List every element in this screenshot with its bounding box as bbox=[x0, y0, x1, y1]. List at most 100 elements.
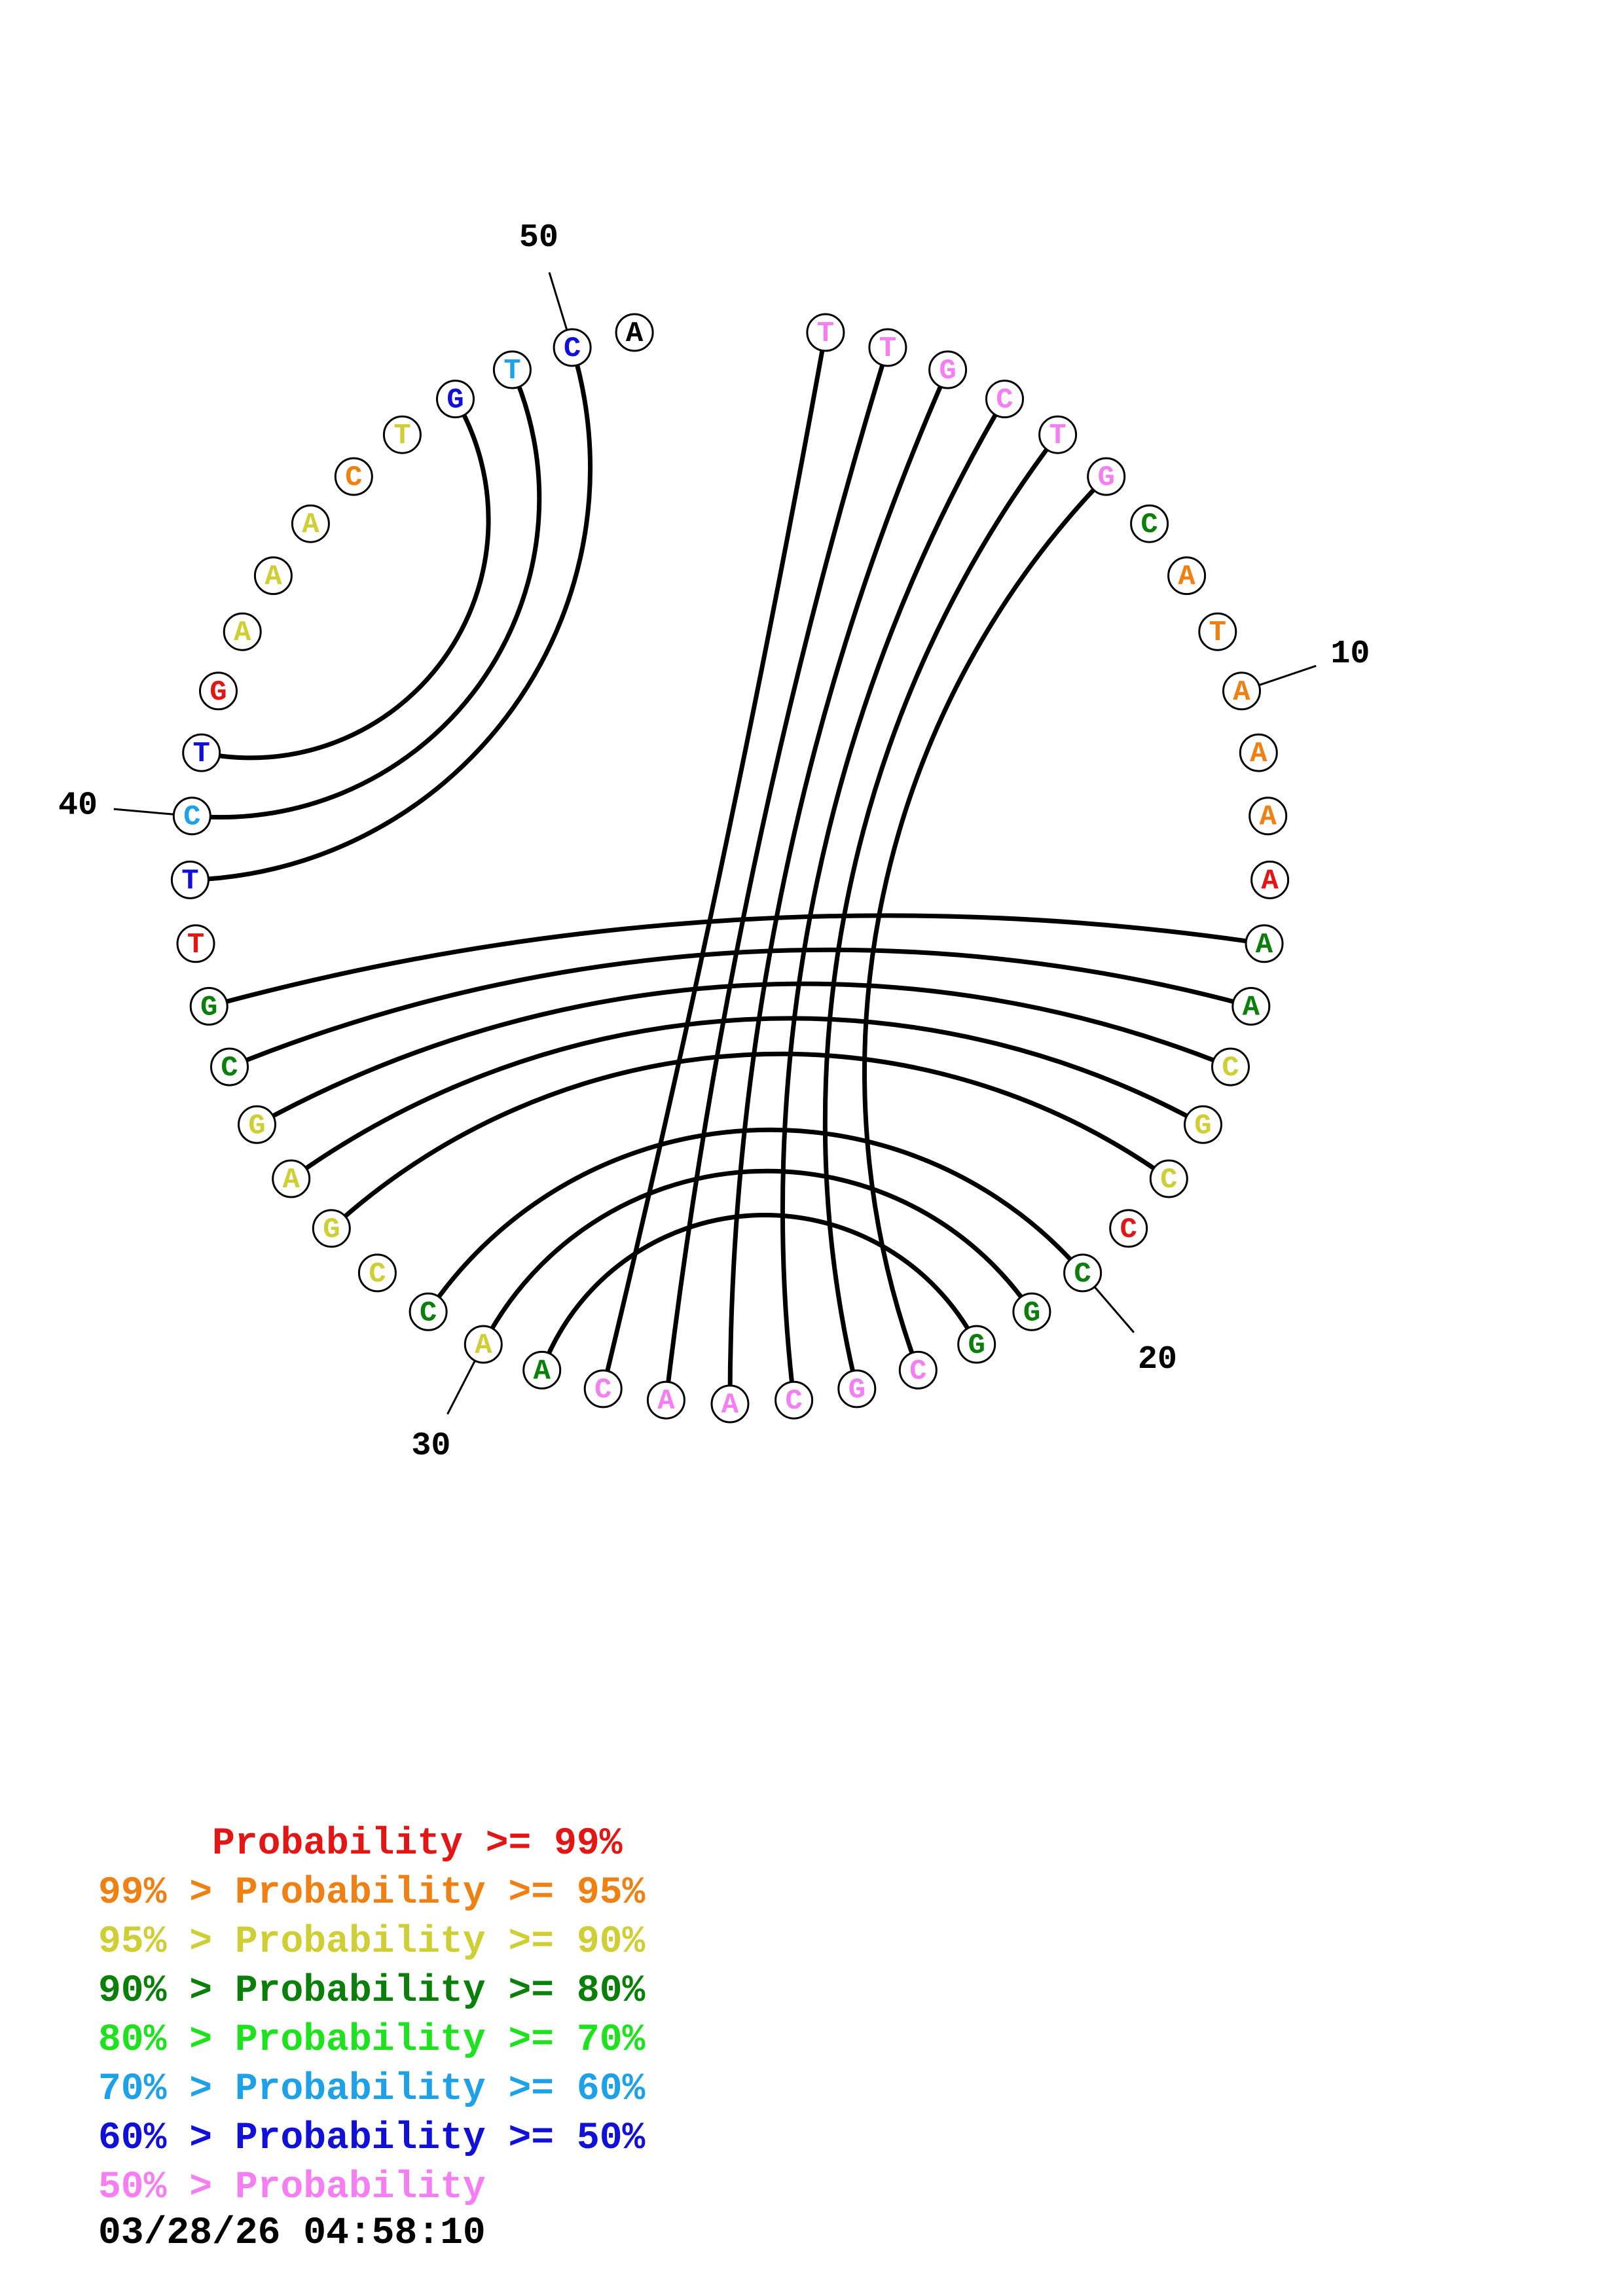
base-pair-arcs bbox=[190, 332, 1265, 1405]
nucleotide-circle bbox=[898, 1350, 938, 1390]
nucleotide-circle bbox=[806, 313, 845, 352]
nucleotide-circle bbox=[272, 1159, 311, 1198]
nucleotide-circle bbox=[182, 733, 221, 772]
position-label: 10 bbox=[1330, 636, 1370, 673]
nucleotide: G bbox=[957, 1325, 996, 1364]
nucleotide-letter: C bbox=[221, 1052, 238, 1085]
nucleotide-circle bbox=[868, 328, 907, 367]
nucleotide-letter: A bbox=[475, 1329, 492, 1362]
nucleotide-letter: A bbox=[626, 317, 644, 350]
nucleotide-circle bbox=[646, 1380, 685, 1420]
nucleotide-letter: A bbox=[302, 509, 319, 541]
nucleotide-circle bbox=[464, 1325, 503, 1364]
nucleotide: A bbox=[646, 1380, 685, 1420]
nucleotide: G bbox=[1012, 1292, 1051, 1331]
legend-row-80: 90% > Probability >= 80% bbox=[98, 1970, 646, 2013]
nucleotide-letter: G bbox=[210, 676, 227, 709]
base-pair-arc bbox=[228, 947, 1252, 1069]
nucleotide: A bbox=[615, 313, 654, 352]
nucleotide-circle bbox=[553, 328, 592, 367]
nucleotide-circle bbox=[1222, 672, 1261, 711]
nucleotide-letter: A bbox=[533, 1355, 551, 1388]
nucleotide-letter: A bbox=[1250, 738, 1267, 770]
nucleotide: G bbox=[1087, 457, 1126, 496]
nucleotide-circle bbox=[189, 987, 228, 1026]
base-pair-arc bbox=[862, 475, 1108, 1371]
nucleotide-letter: C bbox=[420, 1297, 437, 1329]
nucleotide-letter: G bbox=[1194, 1109, 1211, 1142]
nucleotide: A bbox=[1222, 672, 1261, 711]
position-ticks: 10 20 30 40 50 bbox=[58, 219, 1370, 1465]
nucleotide: C bbox=[409, 1292, 448, 1331]
position-label: 30 bbox=[411, 1427, 450, 1465]
nucleotide-circle bbox=[238, 1105, 276, 1144]
nucleotide-circle bbox=[1198, 612, 1237, 651]
nucleotide-letter: A bbox=[1261, 865, 1279, 897]
base-pair-arc bbox=[329, 1051, 1171, 1230]
nucleotide: C bbox=[985, 380, 1024, 419]
nucleotide: G bbox=[436, 380, 475, 419]
nucleotide-letter: C bbox=[1120, 1213, 1137, 1246]
nucleotide-circle bbox=[1109, 1209, 1148, 1248]
nucleotide-circle bbox=[522, 1350, 562, 1390]
nucleotide-circle bbox=[837, 1369, 877, 1408]
nucleotide-letter: A bbox=[1233, 676, 1250, 709]
nucleotide-letter: C bbox=[996, 384, 1013, 417]
nucleotide-circle bbox=[1063, 1253, 1103, 1293]
nucleotide-letter: A bbox=[234, 617, 251, 649]
nucleotide-letter: T bbox=[817, 317, 834, 350]
base-pair-arc bbox=[822, 433, 1060, 1390]
nucleotide: T bbox=[492, 350, 532, 389]
nucleotide: G bbox=[312, 1209, 351, 1248]
position-tick bbox=[1093, 1286, 1135, 1333]
nucleotide-letter: A bbox=[1259, 801, 1277, 834]
nucleotide-circle bbox=[583, 1369, 623, 1408]
nucleotide-circle bbox=[1250, 860, 1290, 899]
nucleotide-circle bbox=[1231, 987, 1271, 1026]
nucleotide: G bbox=[1184, 1105, 1222, 1144]
nucleotide-letter: C bbox=[1160, 1164, 1177, 1196]
nucleotide-letter: T bbox=[187, 929, 204, 961]
nucleotide-letter: C bbox=[1222, 1052, 1239, 1085]
base-pair-arc bbox=[255, 981, 1231, 1127]
nucleotide-letter: A bbox=[721, 1389, 739, 1422]
nucleotide: C bbox=[172, 797, 211, 836]
nucleotide-letter: T bbox=[879, 332, 896, 365]
nucleotide-circle bbox=[1249, 797, 1288, 836]
nucleotide: G bbox=[238, 1105, 276, 1144]
nucleotide: A bbox=[1167, 556, 1207, 596]
nucleotide: C bbox=[210, 1047, 249, 1086]
nucleotide-circle bbox=[382, 415, 422, 454]
nucleotide: T bbox=[170, 860, 210, 899]
nucleotide-letter: A bbox=[264, 561, 282, 594]
nucleotide: T bbox=[1198, 612, 1237, 651]
nucleotide-circle bbox=[1038, 415, 1078, 454]
position-tick bbox=[1258, 664, 1317, 687]
nucleotide: T bbox=[1038, 415, 1078, 454]
nucleotide: C bbox=[583, 1369, 623, 1408]
legend-row-99: Probability >= 99% bbox=[98, 1823, 623, 1865]
nucleotide-circle bbox=[1130, 504, 1169, 543]
nucleotide: A bbox=[253, 556, 293, 596]
nucleotide: C bbox=[553, 328, 592, 367]
nucleotide: A bbox=[1239, 733, 1278, 772]
nucleotide-circle bbox=[985, 380, 1024, 419]
nucleotide: T bbox=[182, 733, 221, 772]
nucleotide-circle bbox=[253, 556, 293, 596]
position-label: 40 bbox=[58, 787, 98, 825]
nucleotide: C bbox=[898, 1350, 938, 1390]
nucleotide: A bbox=[272, 1159, 311, 1198]
nucleotide: C bbox=[1063, 1253, 1103, 1293]
nucleotide-circle bbox=[170, 860, 210, 899]
nucleotide-circle bbox=[334, 457, 373, 496]
nucleotide-letter: G bbox=[968, 1329, 985, 1362]
nucleotide-letter: G bbox=[939, 355, 956, 387]
nucleotide-circle bbox=[210, 1047, 249, 1086]
legend-row-50: 60% > Probability >= 50% bbox=[98, 2117, 646, 2160]
nucleotide-letter: C bbox=[183, 801, 200, 834]
nucleotide-letter: G bbox=[447, 384, 464, 417]
nucleotide-circle bbox=[957, 1325, 996, 1364]
nucleotide-circle bbox=[615, 313, 654, 352]
nucleotide-circle bbox=[1087, 457, 1126, 496]
